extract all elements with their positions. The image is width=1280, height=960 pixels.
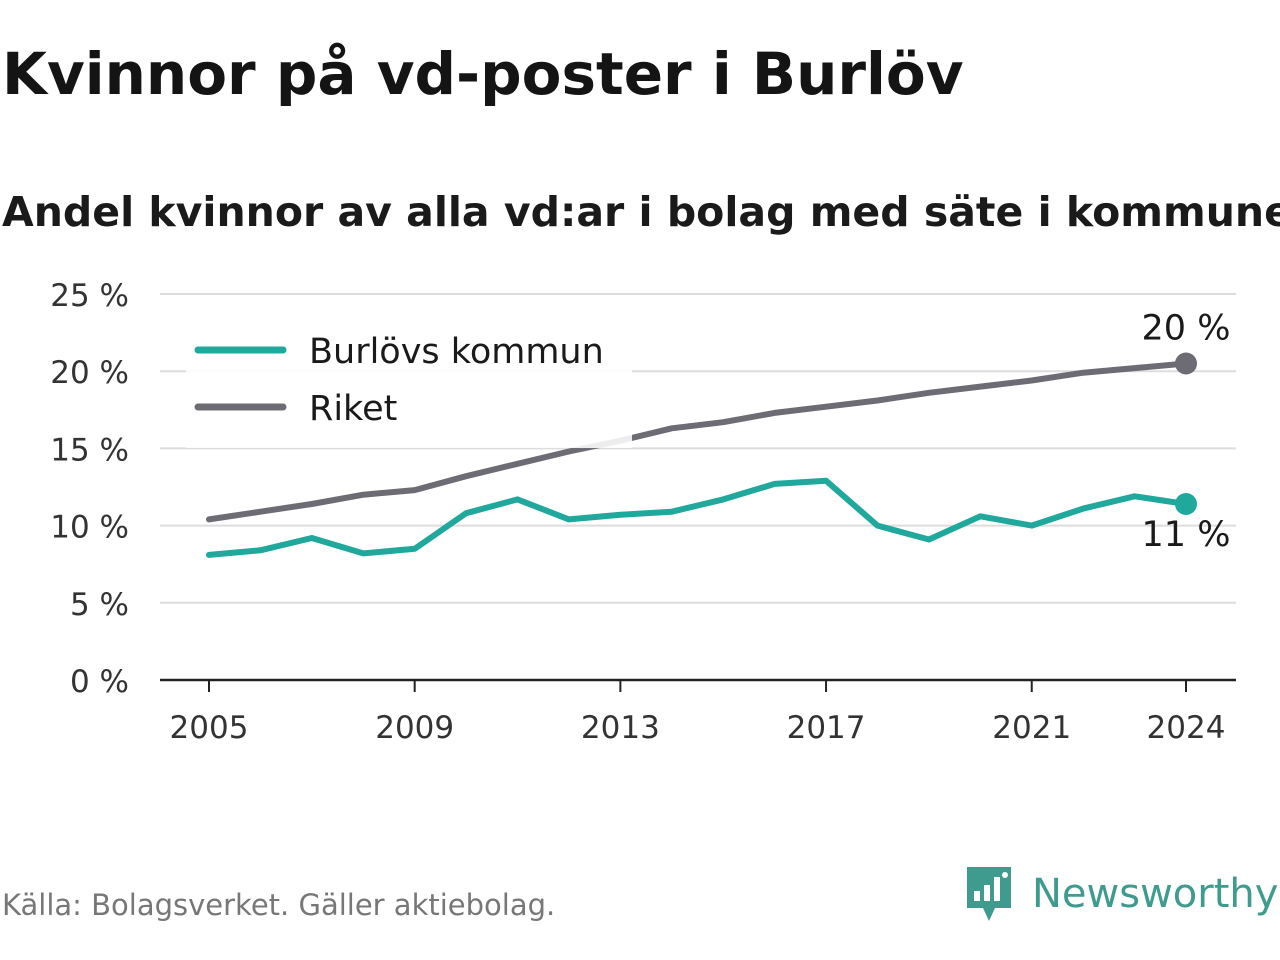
axes: 0 % 5 % 10 % 15 % 20 % 25 % 2005 2009 2013 2017 20… <box>50 278 1236 746</box>
x-tick-label: 2021 <box>992 710 1071 746</box>
chart-title: Kvinnor på vd-poster i Burlöv <box>2 40 964 108</box>
x-tick-label: 2009 <box>375 710 454 746</box>
end-labels: 11 % 20 % <box>1142 308 1231 555</box>
y-tick-label: 5 % <box>70 587 129 623</box>
y-tick-label: 10 % <box>50 510 129 546</box>
brand-logo: Newsworthy <box>964 864 1278 924</box>
end-marker <box>1175 492 1197 515</box>
end-value-label: 20 % <box>1142 308 1231 348</box>
x-tick-label: 2017 <box>787 710 866 746</box>
legend: Burlövs kommun Riket <box>186 320 632 448</box>
line-chart: 0 % 5 % 10 % 15 % 20 % 25 % 2005 2009 2013 2017 20… <box>50 278 1236 746</box>
chart-subtitle: Andel kvinnor av alla vd:ar i bolag med … <box>2 188 1280 236</box>
source-note: Källa: Bolagsverket. Gäller aktiebolag. <box>2 888 556 922</box>
legend-label: Burlövs kommun <box>309 332 604 372</box>
x-tick-label: 2013 <box>581 710 660 746</box>
x-tick-label: 2005 <box>170 710 249 746</box>
end-marker <box>1175 352 1197 375</box>
y-tick-label: 0 % <box>70 664 129 700</box>
series-line <box>206 360 1189 523</box>
x-tick-label: 2024 <box>1147 710 1226 746</box>
y-tick-label: 15 % <box>50 432 129 468</box>
series-lines <box>206 360 1189 558</box>
legend-label: Riket <box>309 389 397 429</box>
series-line <box>206 477 1189 558</box>
legend-background <box>186 320 632 448</box>
brand-name: Newsworthy <box>1032 871 1279 917</box>
y-tick-label: 20 % <box>50 355 129 391</box>
end-value-label: 11 % <box>1142 515 1231 555</box>
newsworthy-logo-icon <box>967 867 1011 921</box>
y-tick-label: 25 % <box>50 278 129 314</box>
